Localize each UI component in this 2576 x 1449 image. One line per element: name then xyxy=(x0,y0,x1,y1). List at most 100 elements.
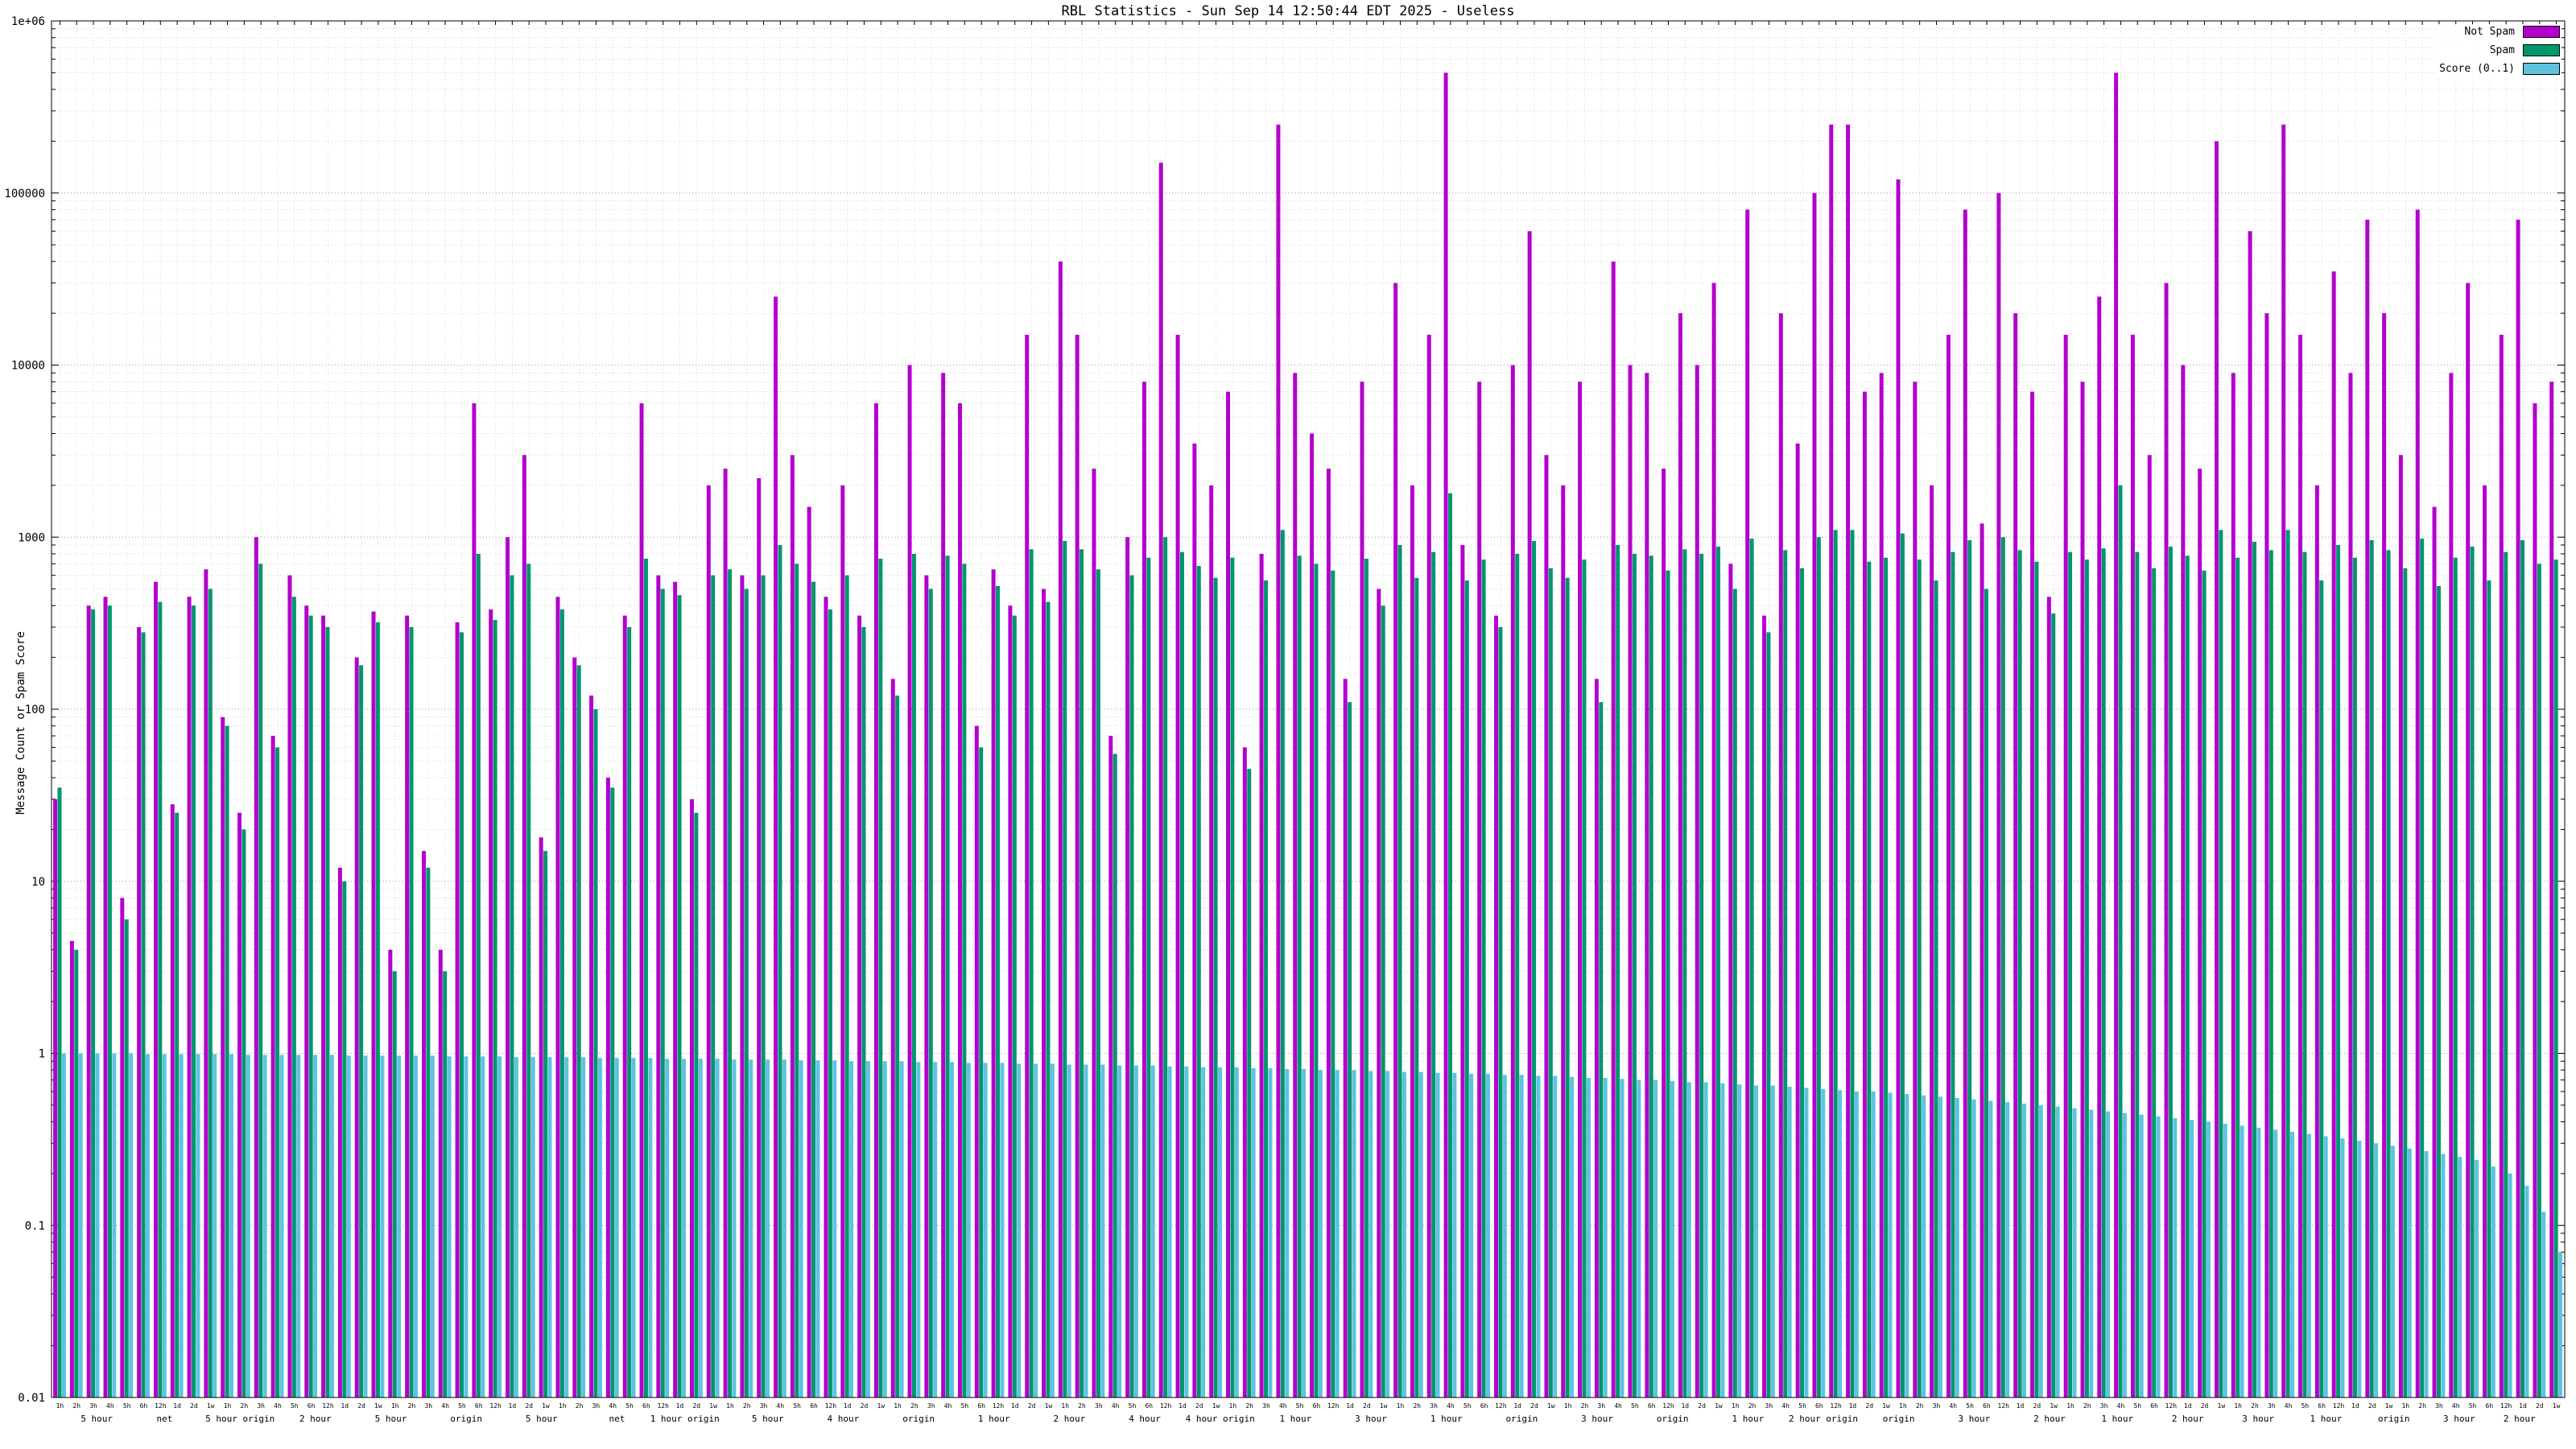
bar-not-spam xyxy=(187,597,192,1397)
bar-spam xyxy=(911,553,916,1398)
bar-not-spam xyxy=(673,581,678,1397)
svg-text:1w: 1w xyxy=(2385,1402,2393,1410)
bar-not-spam xyxy=(2130,334,2135,1397)
bar-score xyxy=(229,1054,234,1397)
svg-text:1w: 1w xyxy=(1715,1402,1723,1410)
bar-score xyxy=(1234,1067,1239,1397)
svg-text:1 hour: 1 hour xyxy=(2101,1414,2133,1424)
svg-text:1000: 1000 xyxy=(18,531,45,544)
bar-spam xyxy=(878,558,883,1398)
bar-not-spam xyxy=(991,569,996,1397)
bar-score xyxy=(933,1062,938,1397)
bar-not-spam xyxy=(2013,313,2018,1397)
bar-spam xyxy=(1833,530,1838,1397)
bar-not-spam xyxy=(1008,605,1013,1397)
svg-text:3h: 3h xyxy=(89,1402,97,1410)
svg-text:1h: 1h xyxy=(2401,1402,2409,1410)
bar-not-spam xyxy=(757,478,762,1397)
svg-text:4h: 4h xyxy=(944,1402,952,1410)
bar-spam xyxy=(1247,769,1252,1397)
bar-spam xyxy=(258,564,263,1397)
svg-text:4 hour: 4 hour xyxy=(1129,1414,1161,1424)
bar-spam xyxy=(1951,551,1955,1398)
bar-not-spam xyxy=(354,657,359,1397)
bar-spam xyxy=(1749,539,1754,1397)
svg-text:12h: 12h xyxy=(489,1402,502,1410)
bar-not-spam xyxy=(2298,334,2303,1397)
bar-score xyxy=(766,1059,770,1397)
svg-text:2h: 2h xyxy=(72,1402,80,1410)
svg-text:2h: 2h xyxy=(1748,1402,1757,1410)
bar-score xyxy=(2491,1166,2496,1397)
bar-spam xyxy=(1532,541,1537,1397)
bar-spam xyxy=(1766,632,1771,1397)
bar-not-spam xyxy=(2432,506,2437,1397)
bar-spam xyxy=(1297,555,1302,1397)
svg-text:2d: 2d xyxy=(2536,1402,2544,1410)
bar-score xyxy=(564,1057,569,1397)
bar-spam xyxy=(2336,545,2341,1397)
bar-not-spam xyxy=(1996,192,2001,1397)
svg-text:net: net xyxy=(157,1414,173,1424)
svg-text:2h: 2h xyxy=(241,1402,249,1410)
bar-spam xyxy=(1682,549,1687,1397)
svg-text:5h: 5h xyxy=(123,1402,131,1410)
bar-not-spam xyxy=(974,725,979,1397)
bar-not-spam xyxy=(2248,231,2252,1397)
bar-score xyxy=(832,1060,837,1397)
bar-not-spam xyxy=(1075,334,1080,1397)
bar-score xyxy=(1285,1069,1290,1397)
bar-spam xyxy=(1900,533,1905,1397)
bar-not-spam xyxy=(2198,469,2202,1398)
bar-spam xyxy=(2000,537,2005,1397)
svg-text:1 hour origin: 1 hour origin xyxy=(650,1414,720,1424)
bar-not-spam xyxy=(723,469,728,1398)
bar-spam xyxy=(2219,530,2223,1397)
svg-text:origin: origin xyxy=(1883,1414,1915,1424)
bar-score xyxy=(1201,1067,1206,1397)
bar-not-spam xyxy=(1125,537,1130,1397)
bar-spam xyxy=(694,812,699,1397)
bar-not-spam xyxy=(506,537,510,1397)
bar-score xyxy=(2055,1106,2060,1397)
svg-text:6h: 6h xyxy=(475,1402,483,1410)
bar-score xyxy=(1318,1070,1323,1397)
svg-text:1h: 1h xyxy=(391,1402,399,1410)
bar-spam xyxy=(1063,541,1067,1397)
bar-not-spam xyxy=(639,402,644,1397)
bar-spam xyxy=(1213,577,1218,1397)
svg-text:4 hour origin: 4 hour origin xyxy=(1186,1414,1255,1424)
svg-text:12h: 12h xyxy=(1998,1402,2010,1410)
bar-not-spam xyxy=(1175,334,1180,1397)
bar-spam xyxy=(795,564,799,1397)
bar-not-spam xyxy=(137,627,142,1397)
svg-text:4h: 4h xyxy=(274,1402,282,1410)
svg-text:3h: 3h xyxy=(760,1402,768,1410)
svg-text:2d: 2d xyxy=(1865,1402,1873,1410)
bar-score xyxy=(2005,1102,2010,1397)
bar-spam xyxy=(979,747,984,1397)
svg-text:1h: 1h xyxy=(894,1402,902,1410)
svg-text:3 hour: 3 hour xyxy=(1958,1414,1990,1424)
svg-text:1w: 1w xyxy=(2218,1402,2226,1410)
svg-text:2h: 2h xyxy=(743,1402,751,1410)
bar-not-spam xyxy=(958,402,962,1397)
bar-spam xyxy=(1934,580,1938,1397)
bar-score xyxy=(2038,1104,2043,1397)
bar-score xyxy=(1017,1063,1022,1397)
bar-not-spam xyxy=(2331,271,2336,1398)
bar-not-spam xyxy=(2483,485,2487,1397)
svg-text:3h: 3h xyxy=(257,1402,265,1410)
bar-spam xyxy=(342,881,347,1397)
bar-score xyxy=(363,1055,368,1397)
svg-text:4h: 4h xyxy=(2285,1402,2293,1410)
bar-spam xyxy=(1582,559,1587,1398)
bar-not-spam xyxy=(53,799,58,1397)
svg-text:1 hour: 1 hour xyxy=(978,1414,1010,1424)
bar-not-spam xyxy=(421,851,426,1397)
bar-score xyxy=(2273,1129,2278,1397)
svg-text:1h: 1h xyxy=(224,1402,232,1410)
bar-spam xyxy=(2369,540,2374,1397)
svg-text:2h: 2h xyxy=(2083,1402,2091,1410)
bar-score xyxy=(1854,1091,1859,1397)
